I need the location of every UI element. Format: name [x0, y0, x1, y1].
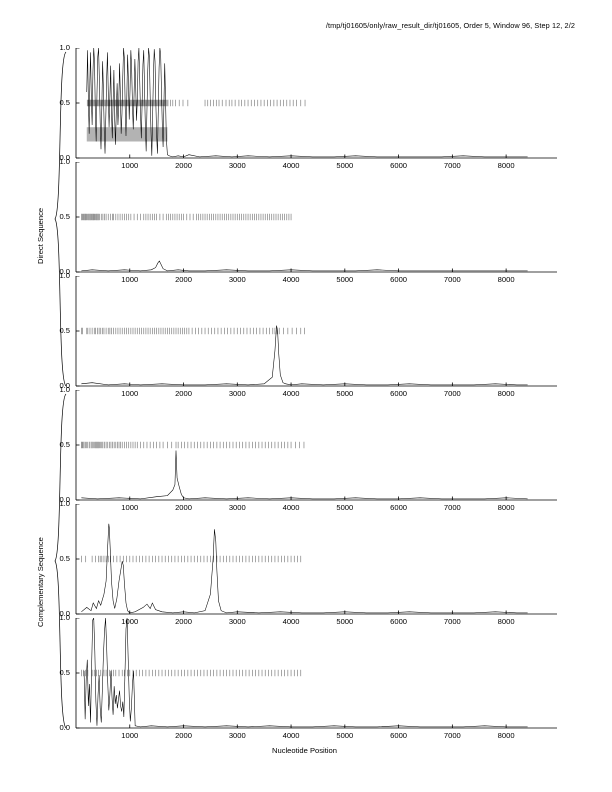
x-tick-label: 5000 [336, 731, 354, 740]
x-tick-label: 2000 [175, 275, 192, 284]
y-tick-label: 0.5 [59, 554, 70, 563]
x-tick-label: 5000 [336, 275, 354, 284]
y-tick-label: 0.5 [59, 212, 70, 221]
data-line-panel-5 [81, 523, 528, 614]
x-tick-label: 8000 [497, 389, 515, 398]
x-tick-label: 1000 [121, 503, 139, 512]
x-tick-label: 2000 [175, 617, 192, 626]
x-tick-label: 1000 [121, 161, 139, 170]
y-tick-label: 0.0 [59, 267, 70, 276]
y-tick-label: 0.5 [59, 326, 70, 335]
x-tick-label: 6000 [390, 731, 408, 740]
x-tick-label: 8000 [497, 275, 515, 284]
x-tick-label: 4000 [282, 731, 300, 740]
x-axis-label: Nucleotide Position [271, 746, 337, 755]
x-tick-label: 1000 [121, 617, 139, 626]
figure-title: /tmp/tj01605/only/raw_result_dir/tj01605… [325, 21, 575, 30]
plot-panel-6 [75, 618, 557, 729]
y-tick-label: 0.0 [59, 495, 70, 504]
x-tick-label: 8000 [497, 731, 515, 740]
x-tick-label: 7000 [443, 731, 461, 740]
orf-hash-marks [81, 213, 292, 221]
y-tick-label: 1.0 [59, 613, 70, 622]
x-tick-label: 5000 [336, 617, 354, 626]
plot-panel-5 [75, 504, 557, 615]
x-tick-label: 6000 [390, 617, 408, 626]
data-line-panel-4 [81, 450, 528, 500]
orf-hash-marks [81, 555, 302, 563]
data-line-panel-6 [83, 618, 528, 728]
data-line-panel-3 [81, 325, 528, 386]
x-tick-label: 1000 [121, 389, 139, 398]
x-tick-label: 6000 [390, 389, 408, 398]
x-tick-label: 6000 [390, 161, 408, 170]
x-tick-label: 2000 [175, 389, 192, 398]
x-tick-label: 4000 [282, 389, 300, 398]
x-tick-label: 6000 [390, 503, 408, 512]
x-tick-label: 7000 [443, 503, 461, 512]
plot-panel-1 [75, 48, 557, 159]
group-braces [54, 51, 67, 729]
x-tick-label: 6000 [390, 275, 408, 284]
y-tick-label: 0.5 [59, 668, 70, 677]
y-tick-label: 0.0 [59, 153, 70, 162]
x-tick-label: 7000 [443, 389, 461, 398]
x-tick-label: 3000 [228, 731, 246, 740]
x-tick-label: 8000 [497, 617, 515, 626]
x-tick-label: 5000 [336, 161, 354, 170]
x-tick-label: 8000 [497, 503, 515, 512]
x-tick-label: 5000 [336, 389, 354, 398]
y-tick-label: 1.0 [59, 499, 70, 508]
y-tick-label: 1.0 [59, 271, 70, 280]
y-tick-label: 0.5 [59, 98, 70, 107]
x-tick-label: 4000 [282, 161, 300, 170]
x-tick-label: 1000 [121, 731, 139, 740]
orf-hash-marks [81, 669, 302, 677]
x-tick-label: 2000 [175, 161, 192, 170]
x-tick-label: 4000 [282, 617, 300, 626]
data-line-panel-2 [81, 260, 528, 272]
x-tick-label: 7000 [443, 275, 461, 284]
x-tick-label: 7000 [443, 617, 461, 626]
y-tick-label: 1.0 [59, 43, 70, 52]
highlight-band [86, 127, 168, 142]
plot-panel-2 [75, 162, 557, 273]
x-tick-label: 3000 [228, 161, 246, 170]
orf-hash-marks [86, 99, 306, 107]
x-tick-label: 3000 [228, 389, 246, 398]
plot-panel-4 [75, 390, 557, 501]
x-tick-label: 7000 [443, 161, 461, 170]
x-tick-label: 3000 [228, 503, 246, 512]
group-brace-1 [54, 51, 67, 387]
y-tick-label: 0.0 [59, 381, 70, 390]
group-brace-2 [54, 393, 67, 729]
x-tick-label: 5000 [336, 503, 354, 512]
y-tick-label: 1.0 [59, 385, 70, 394]
x-tick-label: 1000 [121, 275, 139, 284]
x-tick-label: 2000 [175, 731, 192, 740]
y-tick-label: 0.0 [59, 723, 70, 732]
y-tick-label: 0.0 [59, 609, 70, 618]
orf-hash-marks [81, 327, 305, 335]
x-tick-label: 3000 [228, 617, 246, 626]
y-tick-label: 0.5 [59, 440, 70, 449]
x-tick-label: 2000 [175, 503, 192, 512]
x-tick-label: 3000 [228, 275, 246, 284]
x-tick-label: 8000 [497, 161, 515, 170]
x-tick-label: 4000 [282, 275, 300, 284]
x-tick-label: 4000 [282, 503, 300, 512]
plot-panel-3 [75, 276, 557, 387]
orf-hash-marks [81, 441, 305, 449]
y-tick-label: 1.0 [59, 157, 70, 166]
data-line-panel-1 [86, 48, 528, 158]
